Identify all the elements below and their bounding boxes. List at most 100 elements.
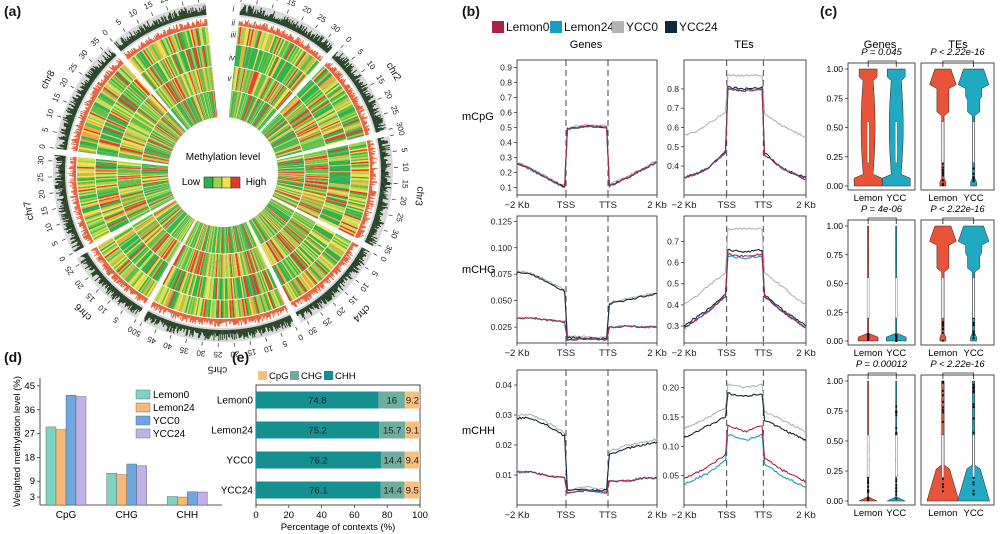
red-track-chr2: [350, 96, 358, 101]
heat-cell-chr6: [152, 233, 169, 252]
density-track-chr1: [325, 44, 332, 53]
red-track-chr5: [181, 313, 184, 317]
red-track-chr5: [252, 315, 255, 322]
red-track-chr7: [85, 235, 91, 239]
red-track-chr5: [169, 309, 172, 314]
red-track-chr3: [369, 178, 377, 180]
heat-cell-chr5: [255, 272, 264, 294]
red-track-chr1: [309, 49, 313, 54]
heat-cell-chr8: [122, 65, 136, 80]
density-track-chr5: [259, 325, 262, 330]
heat-cell-chr5: [170, 291, 179, 309]
density-track-chr4: [313, 300, 320, 310]
red-track-chr7: [73, 191, 78, 194]
heat-cell-chr6: [162, 209, 183, 229]
heat-cell-chr4: [256, 215, 275, 237]
heat-cell-chr5: [208, 253, 213, 278]
density-track-chr5: [268, 323, 272, 332]
heat-cell-chr7: [141, 169, 169, 172]
heat-cell-chr5: [184, 220, 198, 245]
heat-cell-chr5: [193, 297, 199, 316]
heat-cell-chr1: [274, 60, 287, 81]
heat-cell-chr8: [110, 110, 131, 123]
heat-cell-chr6: [125, 267, 139, 282]
red-track-chr6: [106, 267, 112, 273]
red-track-chr1: [275, 29, 279, 36]
d-legend-swatch-Lemon0: [135, 389, 151, 400]
density-track-chr3: [375, 213, 380, 216]
heat-cell-chr2: [281, 97, 300, 116]
density-track-chr6: [84, 262, 94, 270]
heat-cell-chr2: [288, 108, 309, 124]
heat-cell-chr5: [226, 299, 229, 318]
heat-cell-chr2: [317, 113, 338, 125]
red-track-chr7: [89, 238, 93, 242]
heat-cell-chr6: [132, 246, 149, 264]
red-track-chr5: [245, 317, 248, 324]
heat-cell-chr5: [192, 223, 204, 249]
heat-cell-chr8: [134, 78, 151, 96]
heat-cell-chr5: [202, 225, 210, 252]
heat-cell-chr2: [305, 91, 324, 107]
red-track-chr2: [361, 122, 368, 125]
heat-cell-chr5: [196, 223, 206, 250]
heat-cell-chr1: [258, 109, 278, 131]
heat-cell-chr5: [248, 249, 258, 273]
density-track-chr3: [379, 193, 388, 196]
red-track-chr3: [357, 230, 364, 234]
plot-frame-mCHG-TEs: [683, 215, 807, 344]
heat-cell-chr5: [254, 247, 265, 270]
density-track-chr2: [374, 127, 379, 130]
heat-cell-chr8: [141, 102, 161, 120]
tick-label-chr6: 5: [111, 315, 120, 325]
heat-cell-chr7: [126, 206, 149, 218]
density-track-chr3: [378, 145, 383, 147]
density-track-chr3: [379, 194, 386, 197]
red-track-chr3: [368, 148, 376, 151]
heat-cell-chr7: [143, 184, 170, 192]
heat-cell-chr5: [224, 299, 227, 318]
red-track-chr3: [367, 198, 370, 201]
density-track-chr7: [54, 184, 66, 187]
red-track-chr4: [312, 288, 316, 293]
heat-cell-chr8: [113, 74, 128, 88]
heat-cell-chr3: [347, 201, 366, 208]
violin-box: [972, 434, 975, 478]
red-track-chr1: [250, 23, 252, 28]
heat-cell-chr3: [323, 205, 345, 214]
series-line-YCC0: [683, 382, 807, 433]
density-track-chr2: [357, 84, 365, 90]
heat-cell-chr5: [241, 298, 246, 317]
density-track-chr1: [241, 8, 244, 16]
heat-cell-chr2: [264, 119, 287, 137]
density-track-chr3: [377, 202, 387, 206]
density-track-chr3: [378, 198, 383, 200]
e-legend-swatch-CHG: [290, 371, 299, 380]
heat-cell-chr4: [302, 271, 316, 287]
red-track-chr1: [280, 30, 284, 37]
heat-cell-chr3: [303, 185, 328, 191]
red-track-chr2: [355, 105, 364, 110]
heat-cell-chr5: [219, 226, 222, 254]
x-tick-label: 2 Kb: [647, 348, 667, 359]
heat-cell-chr4: [266, 240, 281, 262]
heat-cell-chr4: [306, 236, 325, 252]
heat-cell-chr5: [211, 253, 216, 278]
violin-outlier-dot: [895, 497, 898, 500]
heat-cell-chr4: [280, 230, 298, 249]
heat-cell-chr5: [162, 265, 174, 286]
heat-cell-chr4: [271, 237, 288, 258]
red-track-chr3: [355, 233, 362, 238]
heat-cell-chr8: [108, 114, 129, 126]
violin-outlier-dot: [895, 431, 898, 434]
density-track-chr7: [60, 163, 66, 166]
heat-cell-chr7: [95, 165, 118, 169]
red-track-chr6: [129, 286, 132, 289]
heat-cell-chr3: [274, 190, 301, 202]
heat-cell-chr4: [251, 218, 267, 243]
red-track-chr7: [73, 160, 77, 162]
d-legend-swatch-Lemon24: [135, 402, 151, 413]
red-track-chr7: [73, 202, 80, 205]
density-track-chr2: [358, 88, 362, 92]
heat-cell-chr2: [319, 120, 341, 131]
